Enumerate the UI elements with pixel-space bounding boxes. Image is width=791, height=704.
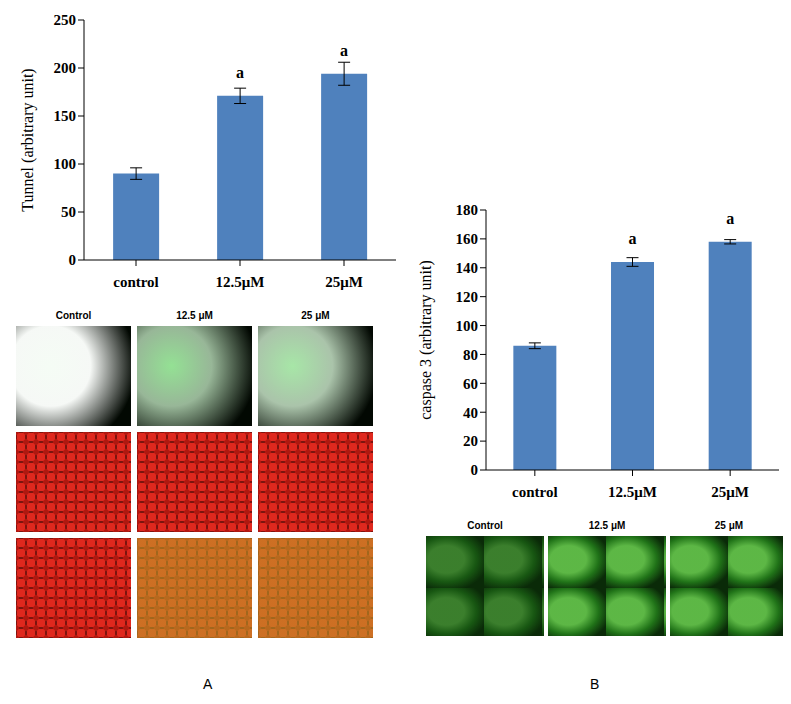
svg-text:50: 50	[61, 204, 76, 220]
svg-text:control: control	[512, 484, 558, 500]
svg-text:12.5μM: 12.5μM	[608, 484, 657, 500]
svg-text:100: 100	[54, 156, 77, 172]
html-text:12.5 μM: 12.5 μM	[588, 520, 626, 531]
svg-text:a: a	[340, 42, 348, 59]
svg-text:0: 0	[69, 252, 77, 268]
svg-text:25μM: 25μM	[711, 484, 749, 500]
svg-text:a: a	[236, 64, 244, 81]
svg-text:150: 150	[54, 108, 77, 124]
svg-text:a: a	[726, 210, 734, 227]
svg-text:100: 100	[456, 318, 479, 334]
svg-text:caspase 3 (arbitrary unit): caspase 3 (arbitrary unit)	[417, 260, 435, 419]
svg-text:80: 80	[463, 347, 478, 363]
svg-text:60: 60	[463, 376, 478, 392]
svg-text:12.5μM: 12.5μM	[216, 274, 265, 290]
html-text:Control: Control	[55, 310, 92, 321]
svg-text:control: control	[113, 274, 159, 290]
html-text:25 μM: 25 μM	[714, 520, 744, 531]
html-text:25 μM: 25 μM	[301, 310, 330, 321]
svg-text:25μM: 25μM	[325, 274, 363, 290]
svg-text:20: 20	[463, 433, 478, 449]
svg-text:160: 160	[456, 231, 479, 247]
svg-text:40: 40	[463, 405, 478, 421]
html-text:A: A	[203, 676, 213, 692]
svg-text:200: 200	[54, 60, 77, 76]
svg-text:250: 250	[54, 12, 77, 28]
svg-text:a: a	[629, 230, 637, 247]
svg-text:120: 120	[456, 289, 479, 305]
html-text:Control: Control	[467, 520, 503, 531]
svg-text:140: 140	[456, 260, 479, 276]
svg-text:180: 180	[456, 202, 479, 218]
html-text:B: B	[590, 676, 600, 692]
svg-text:Tunnel (arbitrary unit): Tunnel (arbitrary unit)	[19, 68, 37, 211]
html-text:12.5 μM: 12.5 μM	[176, 310, 213, 321]
svg-text:0: 0	[471, 462, 479, 478]
